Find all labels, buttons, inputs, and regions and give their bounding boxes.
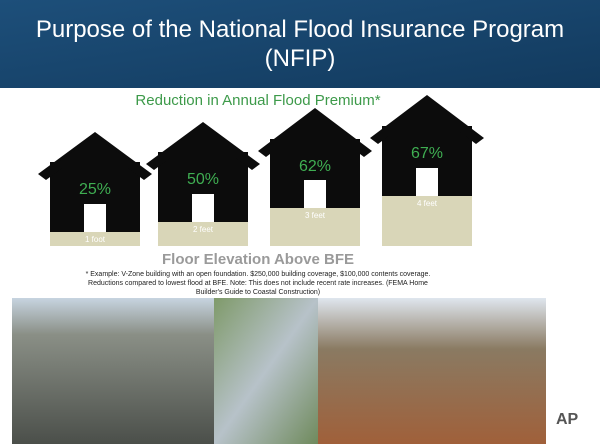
house-door: [192, 194, 214, 222]
house-percent: 25%: [79, 181, 111, 198]
title-banner: [0, 0, 600, 88]
house-roof-fill: [270, 112, 360, 145]
house-door: [84, 204, 106, 232]
house-elevation: 1 foot: [85, 235, 106, 244]
house-elevation: 4 feet: [417, 199, 438, 208]
title-line: (NFIP): [265, 45, 336, 72]
houses: 25% 1 foot 50% 2 feet 62% 3 feet 67% 4 feet: [38, 95, 484, 246]
footnote-line: Reductions compared to lowest flood at B…: [88, 280, 428, 287]
infographic-heading: Reduction in Annual Flood Premium*: [135, 92, 380, 109]
photo-flood: [12, 298, 214, 444]
house-percent: 62%: [299, 158, 331, 175]
house-roof-fill: [158, 126, 248, 158]
house-percent: 50%: [187, 171, 219, 188]
house-base: [50, 232, 140, 246]
logo: AP: [556, 411, 579, 428]
house-base: [158, 222, 248, 246]
house-elevation: 2 feet: [193, 225, 214, 234]
house-door: [416, 168, 438, 196]
title-line: Purpose of the National Flood Insurance …: [36, 16, 564, 43]
house-roof-fill: [50, 136, 140, 168]
footnote-line: * Example: V-Zone building with an open …: [86, 271, 431, 278]
house-base: [270, 208, 360, 246]
house-elevation: 3 feet: [305, 211, 326, 220]
photo-map: [214, 298, 318, 444]
house-roof-fill: [382, 99, 472, 132]
house-base: [382, 196, 472, 246]
photo-construction: [318, 298, 546, 444]
house-door: [304, 180, 326, 208]
footnote-line: Builder's Guide to Coastal Construction): [196, 289, 320, 296]
house-percent: 67%: [411, 145, 443, 162]
axis-label: Floor Elevation Above BFE: [162, 251, 354, 268]
